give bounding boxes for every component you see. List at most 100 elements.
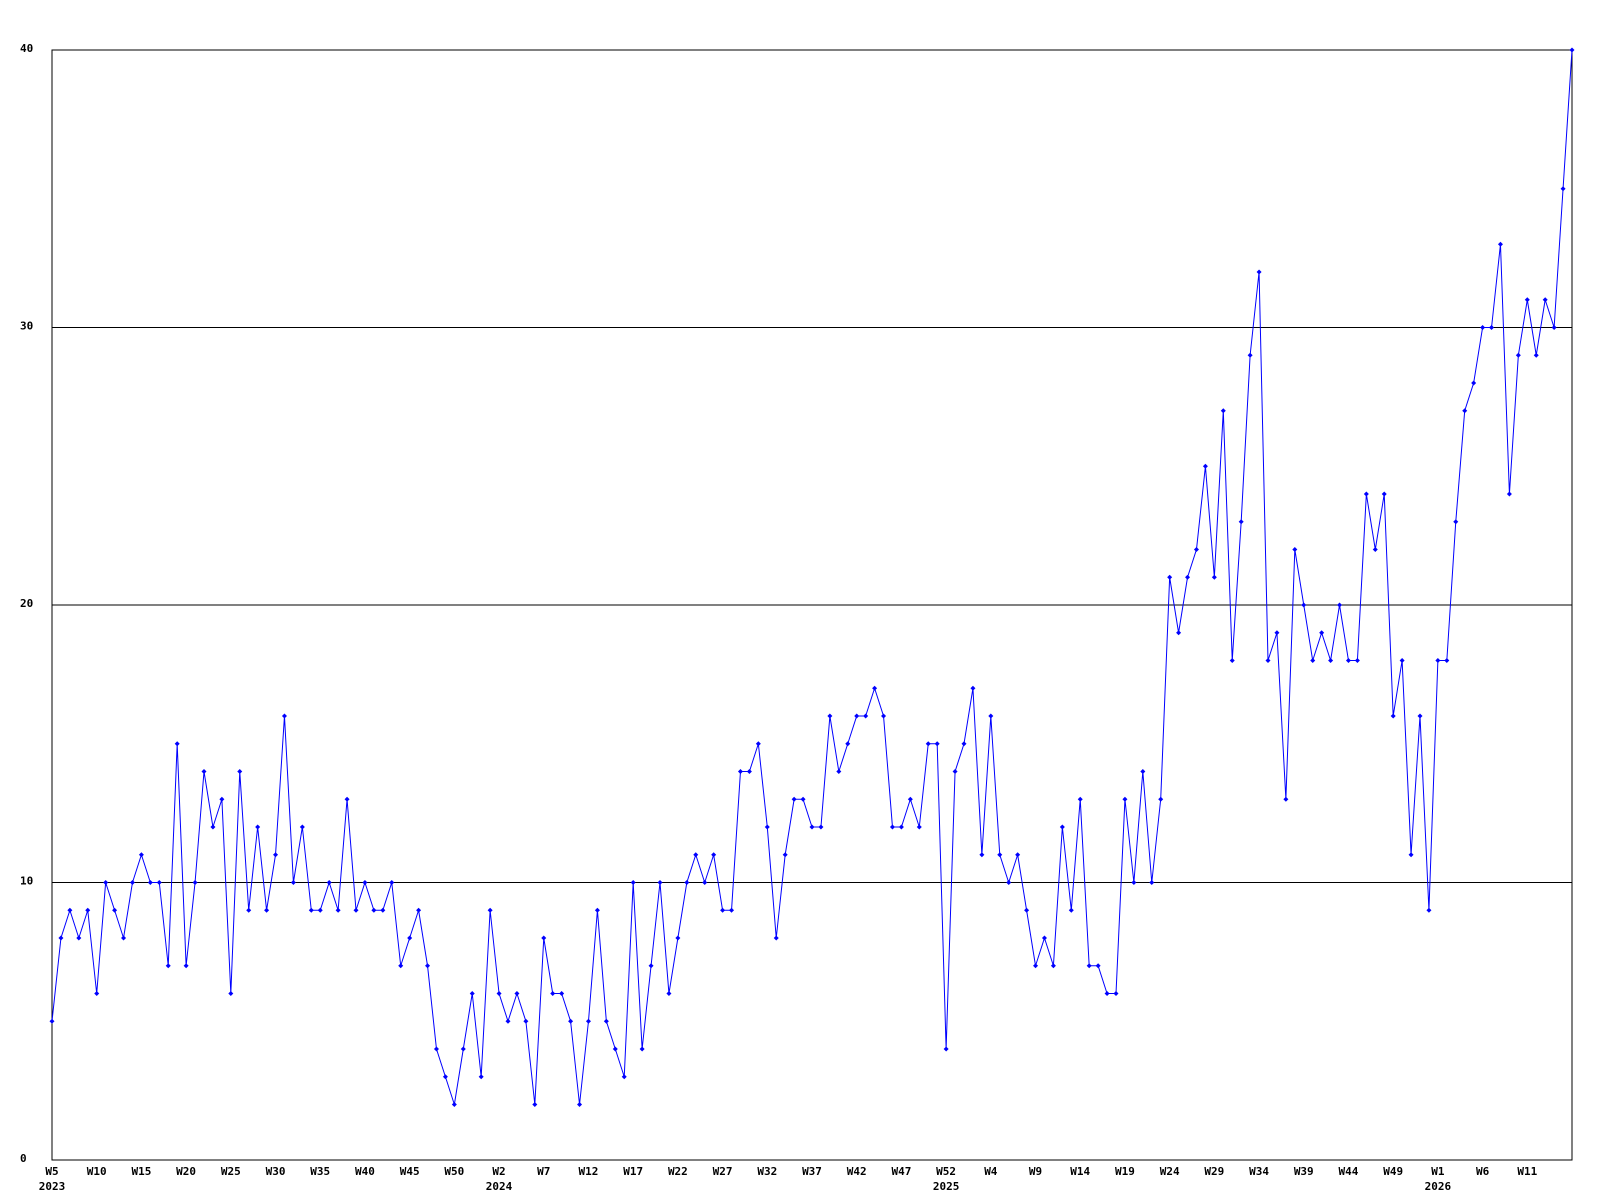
data-point [228, 991, 234, 996]
data-point [273, 852, 279, 858]
data-point [648, 963, 654, 969]
data-point [1238, 519, 1244, 525]
data-point [67, 907, 73, 913]
data-point [773, 935, 779, 941]
data-point [1310, 658, 1316, 663]
data-point [103, 880, 109, 885]
data-point [121, 935, 127, 941]
data-point [523, 1018, 529, 1024]
data-point [255, 824, 261, 830]
data-point [1122, 796, 1128, 802]
data-point [317, 907, 323, 913]
data-point [1560, 186, 1566, 192]
data-point [836, 769, 842, 774]
data-point [1506, 491, 1512, 497]
data-point [1489, 325, 1495, 330]
data-point [290, 880, 296, 885]
data-point [1113, 991, 1119, 996]
x-tick-label: W52 [936, 1165, 956, 1178]
data-point [881, 713, 887, 719]
x-year-label: 2025 [933, 1180, 960, 1193]
data-point [970, 685, 976, 691]
data-point [1381, 491, 1387, 497]
data-point [1202, 463, 1208, 469]
data-point [1193, 547, 1199, 552]
data-point [1524, 297, 1530, 303]
x-tick-label: W2 [492, 1165, 505, 1178]
data-point [326, 880, 332, 885]
x-tick-label: W47 [891, 1165, 911, 1178]
x-tick-label: W49 [1383, 1165, 1403, 1178]
data-point [281, 713, 287, 719]
data-point [138, 852, 144, 858]
data-point [1319, 630, 1325, 636]
x-tick-label: W19 [1115, 1165, 1135, 1178]
data-point [711, 852, 717, 858]
data-point [1104, 991, 1110, 996]
data-point [639, 1046, 645, 1052]
x-tick-label: W11 [1517, 1165, 1537, 1178]
x-tick-label: W27 [713, 1165, 733, 1178]
data-point [559, 991, 565, 996]
data-point [49, 1018, 55, 1024]
data-point [1265, 658, 1271, 663]
data-point [389, 880, 395, 885]
data-point [174, 741, 180, 747]
x-tick-label: W40 [355, 1165, 375, 1178]
data-point [541, 935, 547, 941]
data-point [487, 907, 493, 913]
data-point [1176, 630, 1182, 636]
data-point [353, 907, 359, 913]
x-tick-label: W29 [1204, 1165, 1224, 1178]
x-tick-label: W15 [131, 1165, 151, 1178]
data-point [1095, 963, 1101, 969]
y-tick-label: 0 [20, 1152, 27, 1165]
data-point [1211, 574, 1217, 580]
data-point [1301, 602, 1307, 608]
data-point [988, 713, 994, 719]
x-tick-label: W30 [266, 1165, 286, 1178]
data-point [702, 880, 708, 885]
data-point [827, 713, 833, 719]
data-point [1077, 796, 1083, 802]
data-point [94, 991, 100, 996]
x-tick-label: W17 [623, 1165, 643, 1178]
data-point [532, 1102, 538, 1107]
data-point [577, 1102, 583, 1107]
data-point [1471, 380, 1477, 386]
data-point [1363, 491, 1369, 497]
y-tick-label: 20 [20, 597, 33, 610]
x-tick-label: W1 [1431, 1165, 1445, 1178]
data-point [1292, 547, 1298, 552]
data-point [1274, 630, 1280, 636]
data-point [872, 685, 878, 691]
data-point [237, 769, 243, 774]
data-point [1399, 658, 1405, 663]
data-point [1417, 713, 1423, 719]
data-point [961, 741, 967, 747]
data-point [335, 907, 341, 913]
x-tick-label: W22 [668, 1165, 688, 1178]
data-point [1068, 907, 1074, 913]
data-point [1158, 796, 1164, 802]
x-tick-label: W35 [310, 1165, 330, 1178]
x-year-label: 2023 [39, 1180, 66, 1193]
data-point [380, 907, 386, 913]
data-point [800, 796, 806, 802]
data-point [1515, 352, 1521, 358]
x-tick-label: W34 [1249, 1165, 1269, 1178]
data-point [907, 796, 913, 802]
x-tick-label: W7 [537, 1165, 550, 1178]
data-point [1229, 658, 1235, 663]
data-point [720, 907, 726, 913]
data-point [308, 907, 314, 913]
data-point [1480, 325, 1486, 330]
data-point [219, 796, 225, 802]
data-point [603, 1018, 609, 1024]
data-point [362, 880, 368, 885]
x-tick-label: W14 [1070, 1165, 1090, 1178]
x-tick-label: W24 [1160, 1165, 1180, 1178]
data-point [156, 880, 162, 885]
data-point [1328, 658, 1334, 663]
x-tick-label: W20 [176, 1165, 196, 1178]
